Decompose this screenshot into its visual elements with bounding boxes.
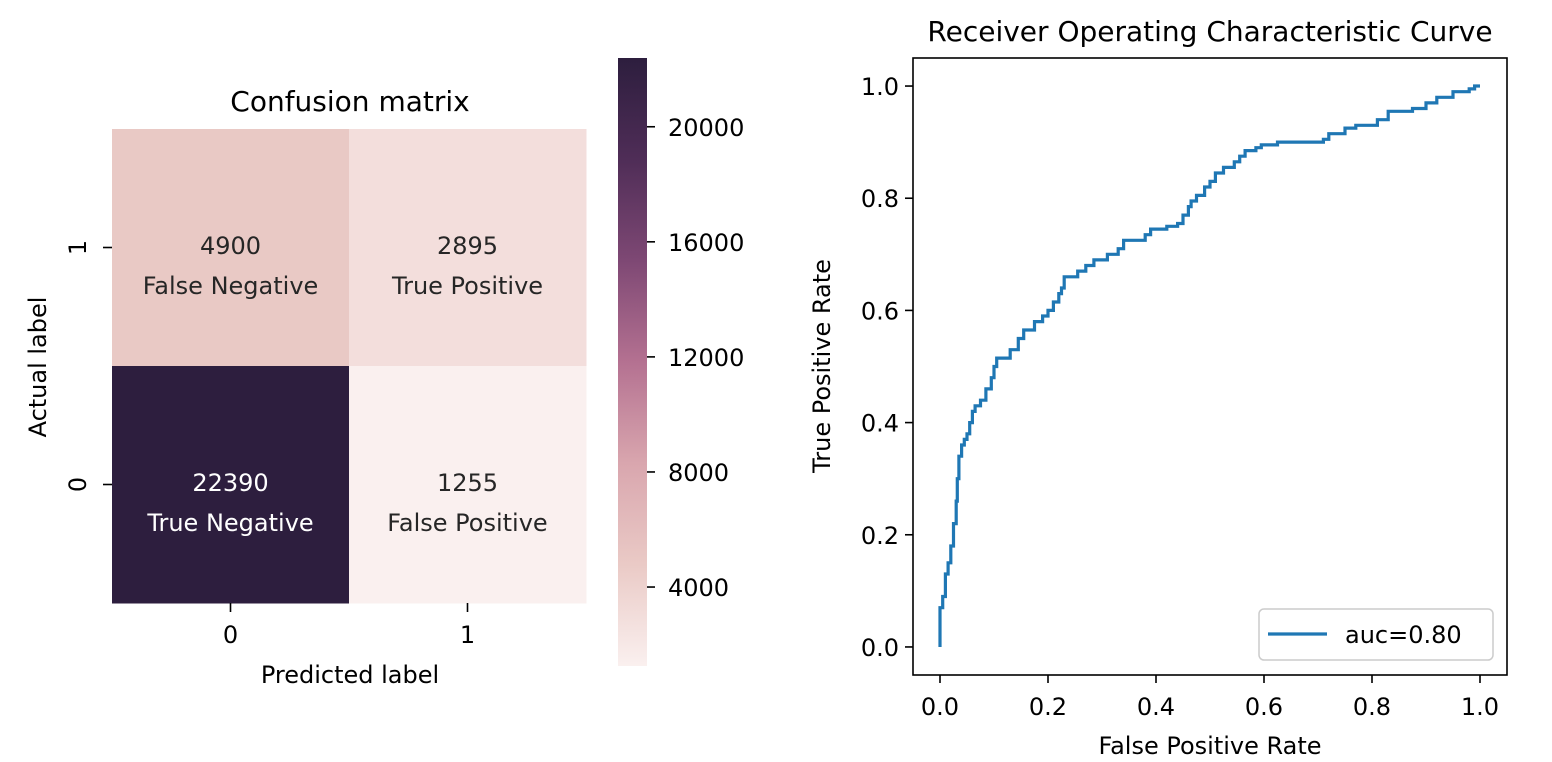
roc-y-tick-label: 0.4 <box>861 410 899 438</box>
confusion-cell-value: 22390 <box>192 469 268 497</box>
roc-legend-box <box>1258 608 1494 661</box>
colorbar-tick-label: 16000 <box>668 229 744 257</box>
confusion-cell-value: 1255 <box>437 469 498 497</box>
roc-x-ticks: 0.0 0.2 0.4 0.6 0.8 1.0 <box>921 675 1499 721</box>
confusion-cell-name: False Negative <box>143 272 319 300</box>
confusion-matrix-y-ticks: 10 <box>64 240 112 492</box>
colorbar: 4000 8000 12000 16000 20000 <box>618 58 744 666</box>
roc-y-tick-label: 0.2 <box>861 522 899 550</box>
confusion-matrix-title: Confusion matrix <box>230 85 469 118</box>
roc-y-tick-label: 1.0 <box>861 73 899 101</box>
roc-x-tick-label: 0.8 <box>1353 693 1391 721</box>
confusion-cell <box>349 129 587 367</box>
confusion-y-tick-label: 0 <box>64 477 92 492</box>
roc-y-tick-label: 0.0 <box>861 634 899 662</box>
roc-panel: Receiver Operating Characteristic Curve … <box>808 15 1508 760</box>
roc-x-tick-label: 0.0 <box>921 693 959 721</box>
confusion-cell <box>112 129 350 367</box>
confusion-matrix-cells: 4900 False Negative 2895 True Positive 22390… <box>112 129 587 604</box>
roc-xlabel: False Positive Rate <box>1098 732 1321 760</box>
confusion-cell <box>112 366 350 604</box>
roc-y-ticks: 0.0 0.2 0.4 0.6 0.8 1.0 <box>861 73 913 662</box>
colorbar-tick-label: 20000 <box>668 114 744 142</box>
confusion-x-tick-label: 1 <box>460 621 475 649</box>
colorbar-tick-label: 4000 <box>668 574 729 602</box>
colorbar-gradient <box>618 58 647 666</box>
confusion-y-tick-label: 1 <box>64 240 92 255</box>
confusion-matrix-panel: Confusion matrix 4900 False Negative 2895 T… <box>24 85 587 689</box>
roc-x-tick-label: 0.2 <box>1029 693 1067 721</box>
roc-x-tick-label: 0.4 <box>1137 693 1175 721</box>
roc-x-tick-label: 1.0 <box>1461 693 1499 721</box>
confusion-cell-name: True Positive <box>391 272 543 300</box>
colorbar-tick-label: 12000 <box>668 344 744 372</box>
roc-legend: auc=0.80 <box>1258 608 1494 661</box>
roc-x-tick-label: 0.6 <box>1245 693 1283 721</box>
colorbar-ticks: 4000 8000 12000 16000 20000 <box>647 114 744 602</box>
confusion-cell-name: True Negative <box>146 509 313 537</box>
roc-title: Receiver Operating Characteristic Curve <box>927 15 1492 48</box>
roc-y-tick-label: 0.6 <box>861 297 899 325</box>
confusion-matrix-ylabel: Actual label <box>24 297 52 438</box>
confusion-cell-value: 4900 <box>200 232 261 260</box>
confusion-cell-value: 2895 <box>437 232 498 260</box>
confusion-x-tick-label: 0 <box>223 621 238 649</box>
colorbar-tick-label: 8000 <box>668 459 729 487</box>
roc-y-tick-label: 0.8 <box>861 185 899 213</box>
confusion-matrix-xlabel: Predicted label <box>261 661 439 689</box>
roc-ylabel: True Positive Rate <box>808 259 836 474</box>
roc-curve-line <box>938 84 1480 647</box>
roc-plot-frame <box>912 57 1508 676</box>
roc-legend-label: auc=0.80 <box>1345 621 1462 649</box>
confusion-cell <box>349 366 587 604</box>
confusion-cell-name: False Positive <box>387 509 547 537</box>
